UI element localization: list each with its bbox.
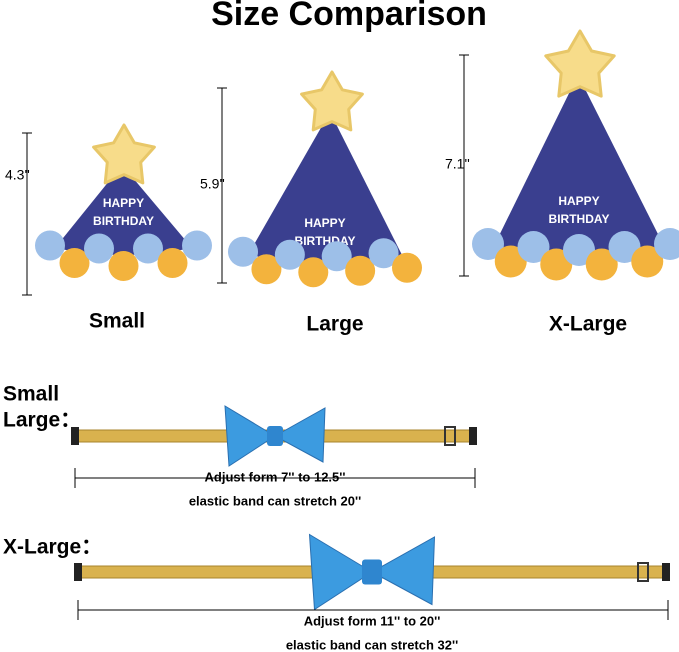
- pompom: [228, 236, 258, 267]
- collar-clip: [71, 427, 79, 445]
- pompom: [631, 245, 664, 278]
- pompom: [251, 254, 282, 285]
- hat-print: HAPPY: [103, 196, 144, 210]
- pompom: [563, 234, 595, 266]
- bow-knot: [362, 559, 382, 585]
- pompom: [182, 230, 212, 261]
- collar-clip: [662, 563, 670, 581]
- hat-print: BIRTHDAY: [93, 214, 154, 228]
- hat-size: Small: [89, 310, 145, 333]
- star: [92, 123, 156, 185]
- pompom: [133, 233, 163, 264]
- pompom: [608, 231, 641, 263]
- collar-size: X-Large：: [3, 536, 102, 559]
- collar-buckle: [637, 562, 649, 582]
- hat-cone: [493, 75, 665, 255]
- pompom: [494, 245, 527, 278]
- star: [544, 29, 616, 98]
- bow-knot: [267, 426, 283, 446]
- hat-size: X-Large: [549, 313, 627, 336]
- collar-adjust: Adjust form 11'' to 20'': [304, 613, 441, 628]
- pompom: [274, 239, 305, 270]
- title: Size Comparison: [211, 0, 487, 33]
- pompom: [585, 248, 618, 281]
- pompom: [654, 228, 679, 260]
- pompom: [321, 241, 352, 272]
- pompom: [540, 248, 573, 281]
- pompom: [472, 228, 504, 260]
- collar-size: Small: [3, 383, 59, 406]
- hat-height: 5.9'': [200, 176, 225, 192]
- pompom: [35, 230, 65, 261]
- pompom: [345, 255, 376, 286]
- pompom: [392, 252, 422, 283]
- pompom: [368, 238, 399, 269]
- pompom: [517, 231, 550, 263]
- pompom: [59, 248, 90, 278]
- star: [300, 70, 364, 132]
- pompom: [84, 233, 114, 264]
- collar-clip: [469, 427, 477, 445]
- pompom: [298, 257, 329, 288]
- hat-cone: [248, 112, 402, 262]
- collar-buckle: [444, 426, 456, 446]
- collar-stretch: elastic band can stretch 32'': [286, 637, 458, 652]
- hat-height: 4.3'': [5, 167, 30, 183]
- hat-cone: [55, 165, 192, 255]
- pompom: [108, 251, 139, 281]
- collar-stretch: elastic band can stretch 20'': [189, 493, 361, 508]
- hat-height: 7.1'': [445, 156, 470, 172]
- hat-size: Large: [306, 313, 363, 336]
- pompom: [157, 248, 188, 278]
- hat-print: HAPPY: [304, 216, 345, 230]
- hat-print: BIRTHDAY: [549, 212, 610, 226]
- collar-clip: [74, 563, 82, 581]
- collar-size: Large：: [3, 409, 81, 432]
- collar-adjust: Adjust form 7'' to 12.5'': [205, 469, 346, 484]
- hat-print: HAPPY: [558, 194, 599, 208]
